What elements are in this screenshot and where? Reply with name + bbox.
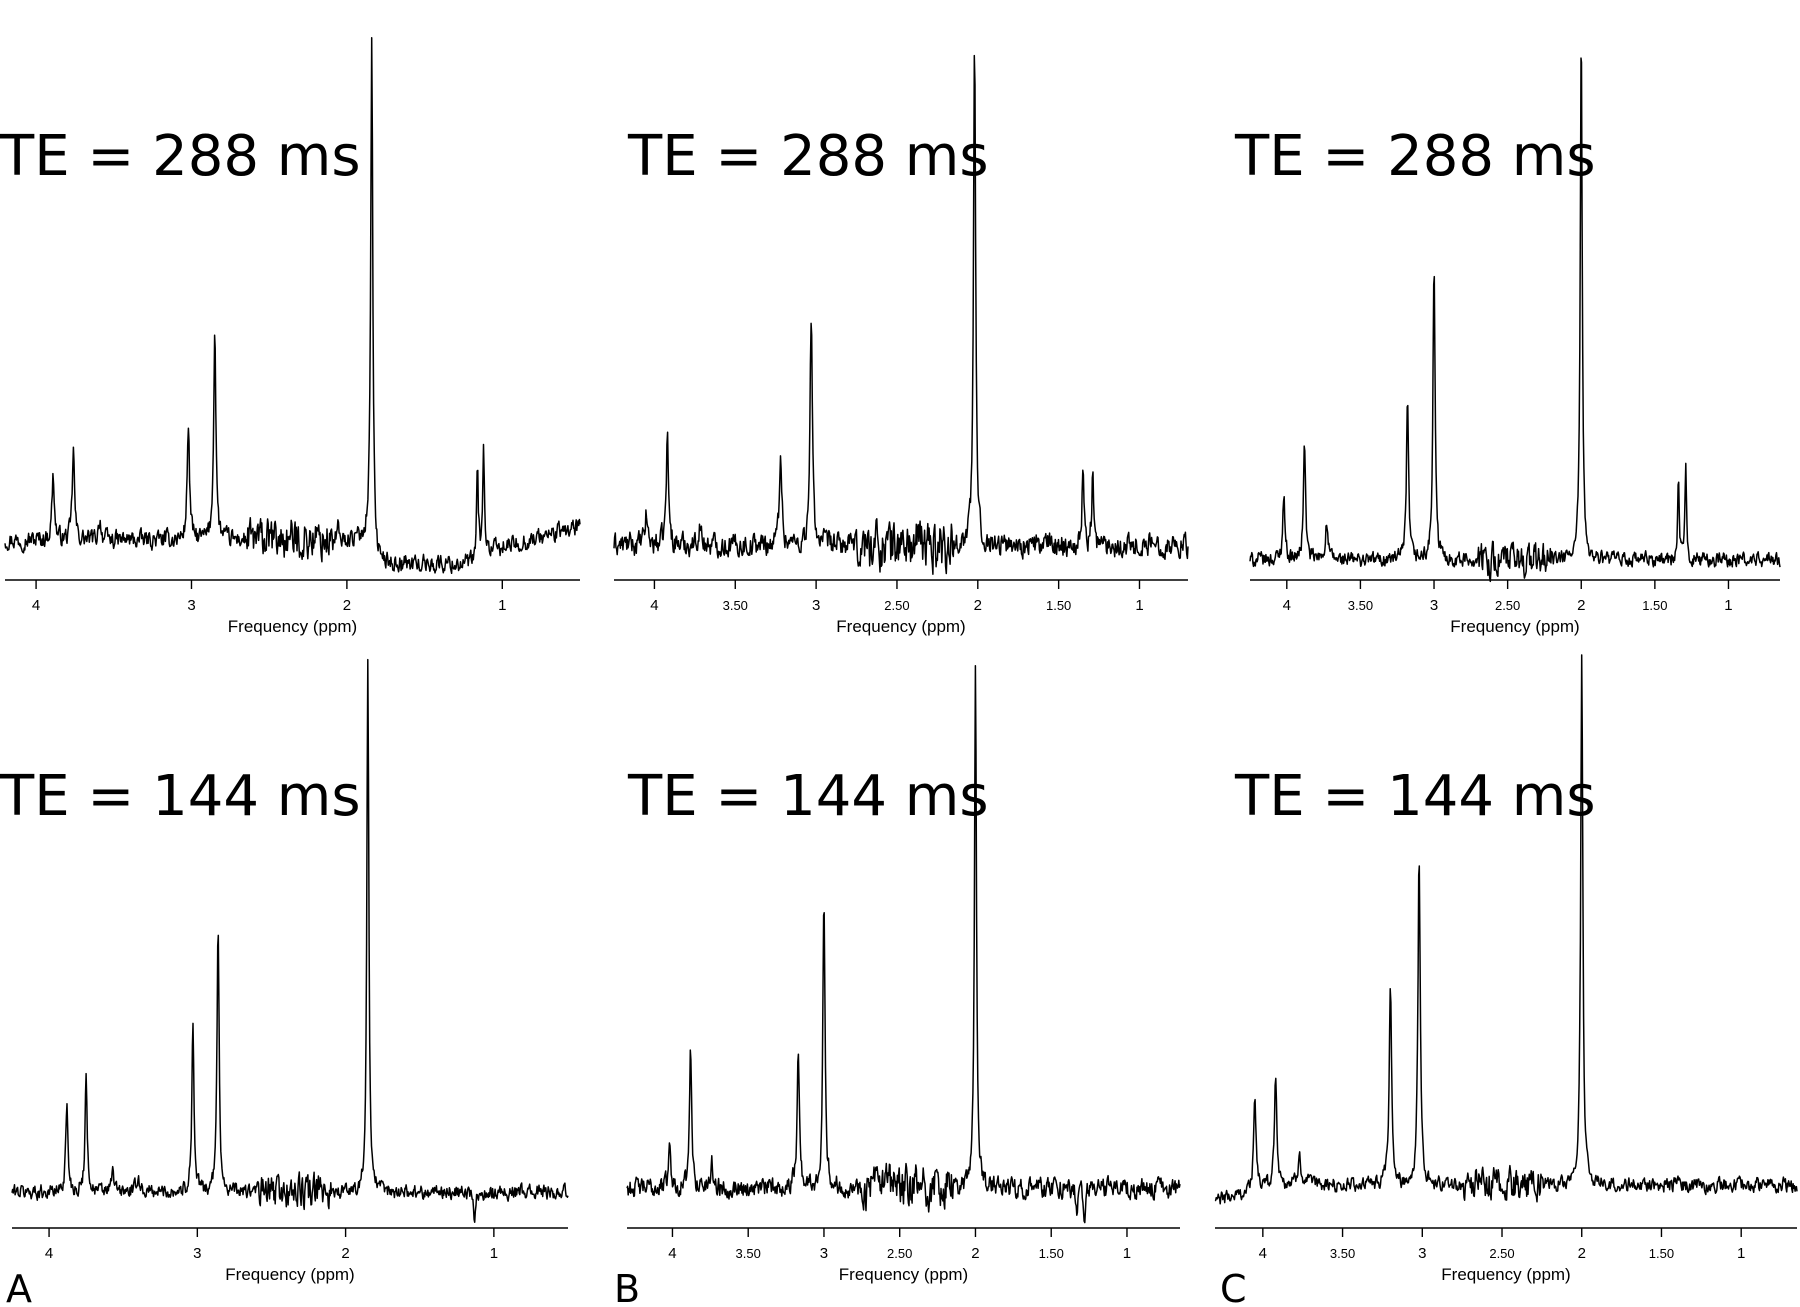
x-tick-label: 2.50 [884,598,909,613]
te-label: TE = 144 ms [0,764,361,829]
x-tick-label: 3 [193,1245,201,1262]
spectrum-panel-c-te288: TE = 288 ms 4 3.50 3 2.50 2 1.50 1 Frequency (pp… [1234,57,1781,636]
x-tick-label: 3 [1418,1245,1426,1262]
x-tick-label: 2 [341,1245,349,1262]
x-axis-title: Frequency (ppm) [1441,1265,1570,1284]
te-label: TE = 144 ms [1234,764,1596,829]
x-tick-label: 1.50 [1649,1246,1674,1261]
x-tick-label: 4 [668,1245,676,1262]
x-tick-label: 1 [1123,1245,1131,1262]
x-tick-label: 3.50 [1330,1246,1355,1261]
x-axis-title: Frequency (ppm) [225,1265,354,1284]
panel-letter-b: B [614,1267,640,1307]
x-tick-label: 3.50 [1348,598,1373,613]
x-tick-label: 3.50 [723,598,748,613]
spectrum-panel-c-te144: TE = 144 ms 4 3.50 3 2.50 2 1.50 1 Frequency (pp… [1214,654,1798,1284]
x-axis-title: Frequency (ppm) [836,617,965,636]
spectrum-line [11,658,569,1223]
x-tick-label: 3.50 [736,1246,761,1261]
spectrum-panel-a-te288: TE = 288 ms 4 3 2 1 Frequency (ppm) [0,37,581,636]
te-label: TE = 144 ms [627,764,989,829]
spectrum-panel-b-te144: TE = 144 ms 4 3.50 3 2.50 2 1.50 1 Frequency (pp… [626,665,1181,1284]
spectrum-line [1249,57,1781,583]
x-tick-label: 2.50 [1489,1246,1514,1261]
x-tick-label: 1.50 [1039,1246,1064,1261]
x-tick-label: 2.50 [1495,598,1520,613]
spectrum-line [1214,654,1798,1205]
spectrum-line [626,665,1181,1224]
x-tick-label: 4 [45,1245,53,1262]
x-tick-label: 4 [650,597,658,614]
x-tick-label: 1 [490,1245,498,1262]
x-axis-title: Frequency (ppm) [228,617,357,636]
x-tick-label: 1 [498,597,506,614]
x-tick-label: 2.50 [887,1246,912,1261]
x-tick-label: 1 [1724,597,1732,614]
te-label: TE = 288 ms [627,124,989,189]
x-tick-label: 2 [1578,1245,1586,1262]
x-axis-title: Frequency (ppm) [839,1265,968,1284]
x-tick-label: 1 [1135,597,1143,614]
spectrum-line [4,37,581,575]
x-tick-label: 1.50 [1046,598,1071,613]
x-tick-label: 1 [1737,1245,1745,1262]
x-tick-label: 3 [820,1245,828,1262]
panel-letter-c: C [1220,1267,1247,1307]
spectrum-panel-b-te288: TE = 288 ms 4 3.50 3 2.50 2 1.50 1 Frequency (pp… [613,54,1189,636]
te-label: TE = 288 ms [1234,124,1596,189]
x-tick-label: 4 [1283,597,1291,614]
x-tick-label: 2 [343,597,351,614]
x-tick-label: 3 [812,597,820,614]
x-axis-title: Frequency (ppm) [1450,617,1579,636]
spectrum-panel-a-te144: TE = 144 ms 4 3 2 1 Frequency (ppm) [0,658,569,1284]
spectrum-line [613,54,1189,575]
x-tick-label: 3 [187,597,195,614]
x-tick-label: 4 [32,597,40,614]
x-tick-label: 2 [971,1245,979,1262]
x-tick-label: 4 [1259,1245,1267,1262]
te-label: TE = 288 ms [0,124,361,189]
x-tick-label: 2 [1577,597,1585,614]
x-tick-label: 3 [1430,597,1438,614]
panel-letter-a: A [6,1267,32,1307]
x-tick-label: 1.50 [1642,598,1667,613]
x-tick-label: 2 [974,597,982,614]
